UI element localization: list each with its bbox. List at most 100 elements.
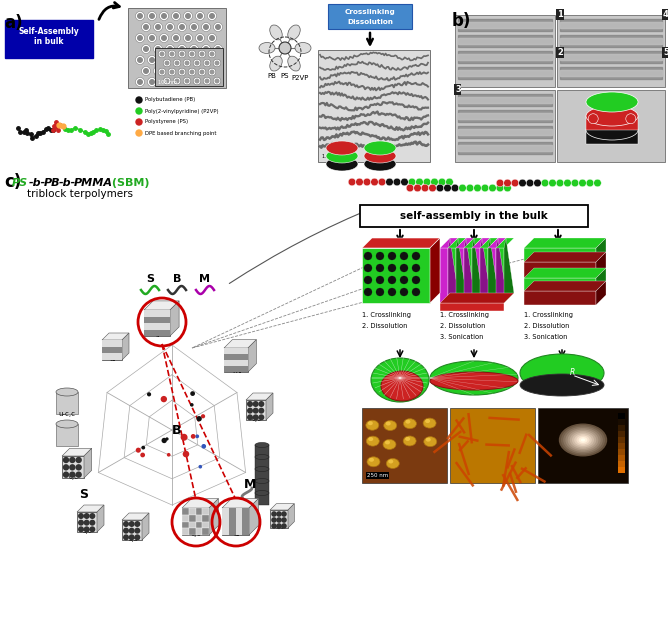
Bar — [202, 508, 209, 515]
Polygon shape — [122, 333, 129, 360]
Polygon shape — [464, 238, 482, 248]
Bar — [144, 329, 170, 336]
Circle shape — [148, 56, 156, 64]
Circle shape — [137, 57, 143, 63]
Circle shape — [143, 68, 149, 74]
Bar — [524, 248, 596, 262]
Circle shape — [136, 78, 144, 87]
Circle shape — [388, 288, 396, 296]
Bar — [56, 424, 78, 446]
Ellipse shape — [326, 157, 358, 171]
Ellipse shape — [364, 141, 396, 155]
Circle shape — [215, 68, 221, 74]
Circle shape — [172, 56, 180, 64]
Ellipse shape — [388, 459, 393, 464]
Text: 250 nm: 250 nm — [367, 473, 388, 478]
Circle shape — [154, 22, 162, 32]
Circle shape — [208, 50, 216, 58]
Bar — [224, 366, 248, 372]
Circle shape — [271, 523, 277, 529]
Bar — [224, 348, 248, 354]
Ellipse shape — [366, 420, 379, 430]
Ellipse shape — [255, 479, 269, 484]
Circle shape — [194, 79, 200, 84]
Ellipse shape — [255, 490, 269, 495]
Circle shape — [173, 59, 181, 67]
Bar — [255, 481, 269, 493]
Circle shape — [196, 12, 204, 20]
Circle shape — [548, 179, 556, 187]
Text: PS: PS — [12, 178, 28, 188]
Circle shape — [174, 61, 180, 66]
Circle shape — [172, 33, 180, 43]
Ellipse shape — [574, 434, 592, 446]
Text: c): c) — [4, 173, 21, 191]
Circle shape — [143, 24, 149, 30]
Polygon shape — [246, 400, 266, 420]
Circle shape — [364, 264, 372, 272]
Circle shape — [147, 392, 151, 396]
Ellipse shape — [367, 457, 380, 467]
Circle shape — [202, 444, 206, 449]
Circle shape — [183, 78, 191, 85]
Circle shape — [137, 35, 143, 41]
Circle shape — [444, 184, 452, 192]
Circle shape — [247, 414, 253, 420]
Circle shape — [154, 66, 162, 76]
Circle shape — [142, 446, 145, 450]
Text: 2. Dissolution: 2. Dissolution — [524, 323, 569, 329]
Circle shape — [173, 79, 179, 85]
Polygon shape — [524, 268, 606, 278]
Circle shape — [247, 401, 253, 407]
Circle shape — [594, 179, 601, 187]
Polygon shape — [224, 348, 248, 372]
Circle shape — [166, 22, 174, 32]
Ellipse shape — [405, 420, 410, 423]
Circle shape — [364, 252, 372, 260]
Polygon shape — [440, 293, 514, 303]
Ellipse shape — [572, 433, 594, 448]
Bar — [440, 248, 448, 303]
Circle shape — [518, 179, 526, 187]
Circle shape — [197, 57, 203, 63]
Polygon shape — [504, 238, 514, 303]
Polygon shape — [270, 510, 288, 528]
Circle shape — [424, 178, 431, 186]
Text: 1. Crosslinking: 1. Crosslinking — [362, 312, 411, 318]
Ellipse shape — [565, 428, 601, 452]
Bar — [196, 528, 202, 535]
Circle shape — [180, 51, 184, 56]
Circle shape — [400, 276, 408, 284]
Text: hel: hel — [242, 507, 253, 513]
Circle shape — [422, 184, 429, 192]
Circle shape — [556, 179, 564, 187]
Circle shape — [208, 78, 216, 87]
Circle shape — [198, 68, 206, 76]
Circle shape — [178, 68, 186, 76]
Text: 3: 3 — [455, 85, 461, 94]
Circle shape — [259, 414, 265, 420]
Circle shape — [281, 512, 287, 517]
Circle shape — [160, 69, 164, 74]
Ellipse shape — [259, 43, 275, 53]
Bar — [557, 90, 665, 162]
Ellipse shape — [403, 418, 416, 428]
Bar — [524, 278, 596, 291]
Circle shape — [190, 45, 198, 53]
Circle shape — [259, 408, 265, 414]
Circle shape — [204, 79, 210, 84]
Circle shape — [489, 184, 496, 192]
Text: 1.5 μm: 1.5 μm — [322, 154, 339, 159]
Text: c,c: c,c — [252, 416, 262, 422]
Text: Crosslinking: Crosslinking — [345, 9, 395, 15]
Polygon shape — [472, 238, 482, 303]
Bar — [618, 449, 625, 455]
Bar — [189, 515, 196, 521]
Circle shape — [215, 24, 221, 30]
Bar — [586, 116, 638, 130]
Circle shape — [415, 178, 424, 186]
Text: in bulk: in bulk — [34, 37, 63, 46]
Polygon shape — [496, 238, 506, 303]
Ellipse shape — [270, 25, 282, 40]
Polygon shape — [84, 448, 92, 478]
